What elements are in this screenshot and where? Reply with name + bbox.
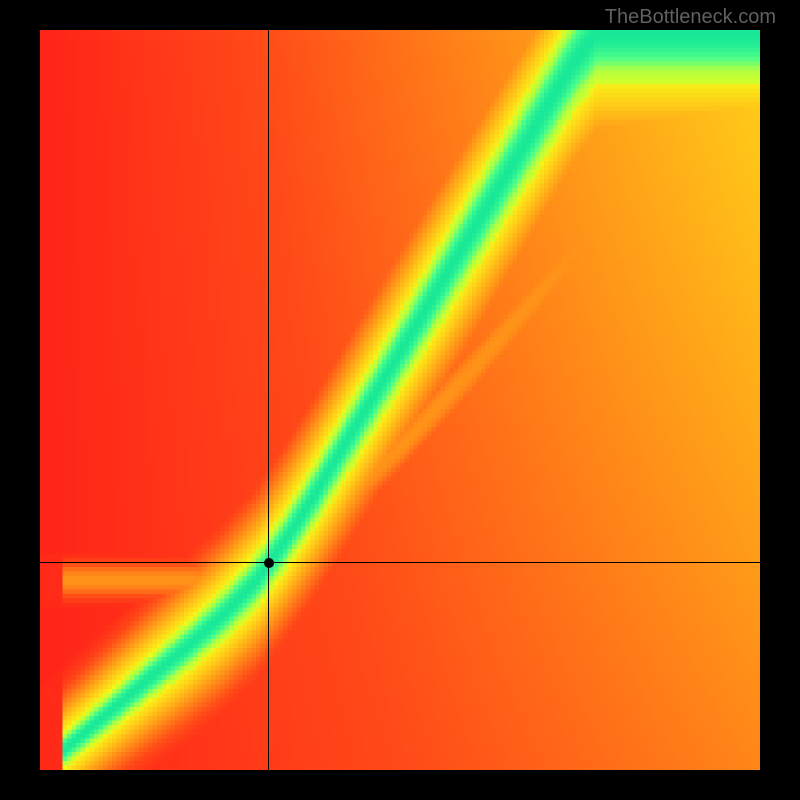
crosshair-horizontal [40, 562, 760, 563]
attribution-text: TheBottleneck.com [605, 6, 776, 29]
crosshair-vertical [268, 30, 269, 770]
crosshair-point [264, 558, 274, 568]
bottleneck-heatmap [40, 30, 760, 770]
